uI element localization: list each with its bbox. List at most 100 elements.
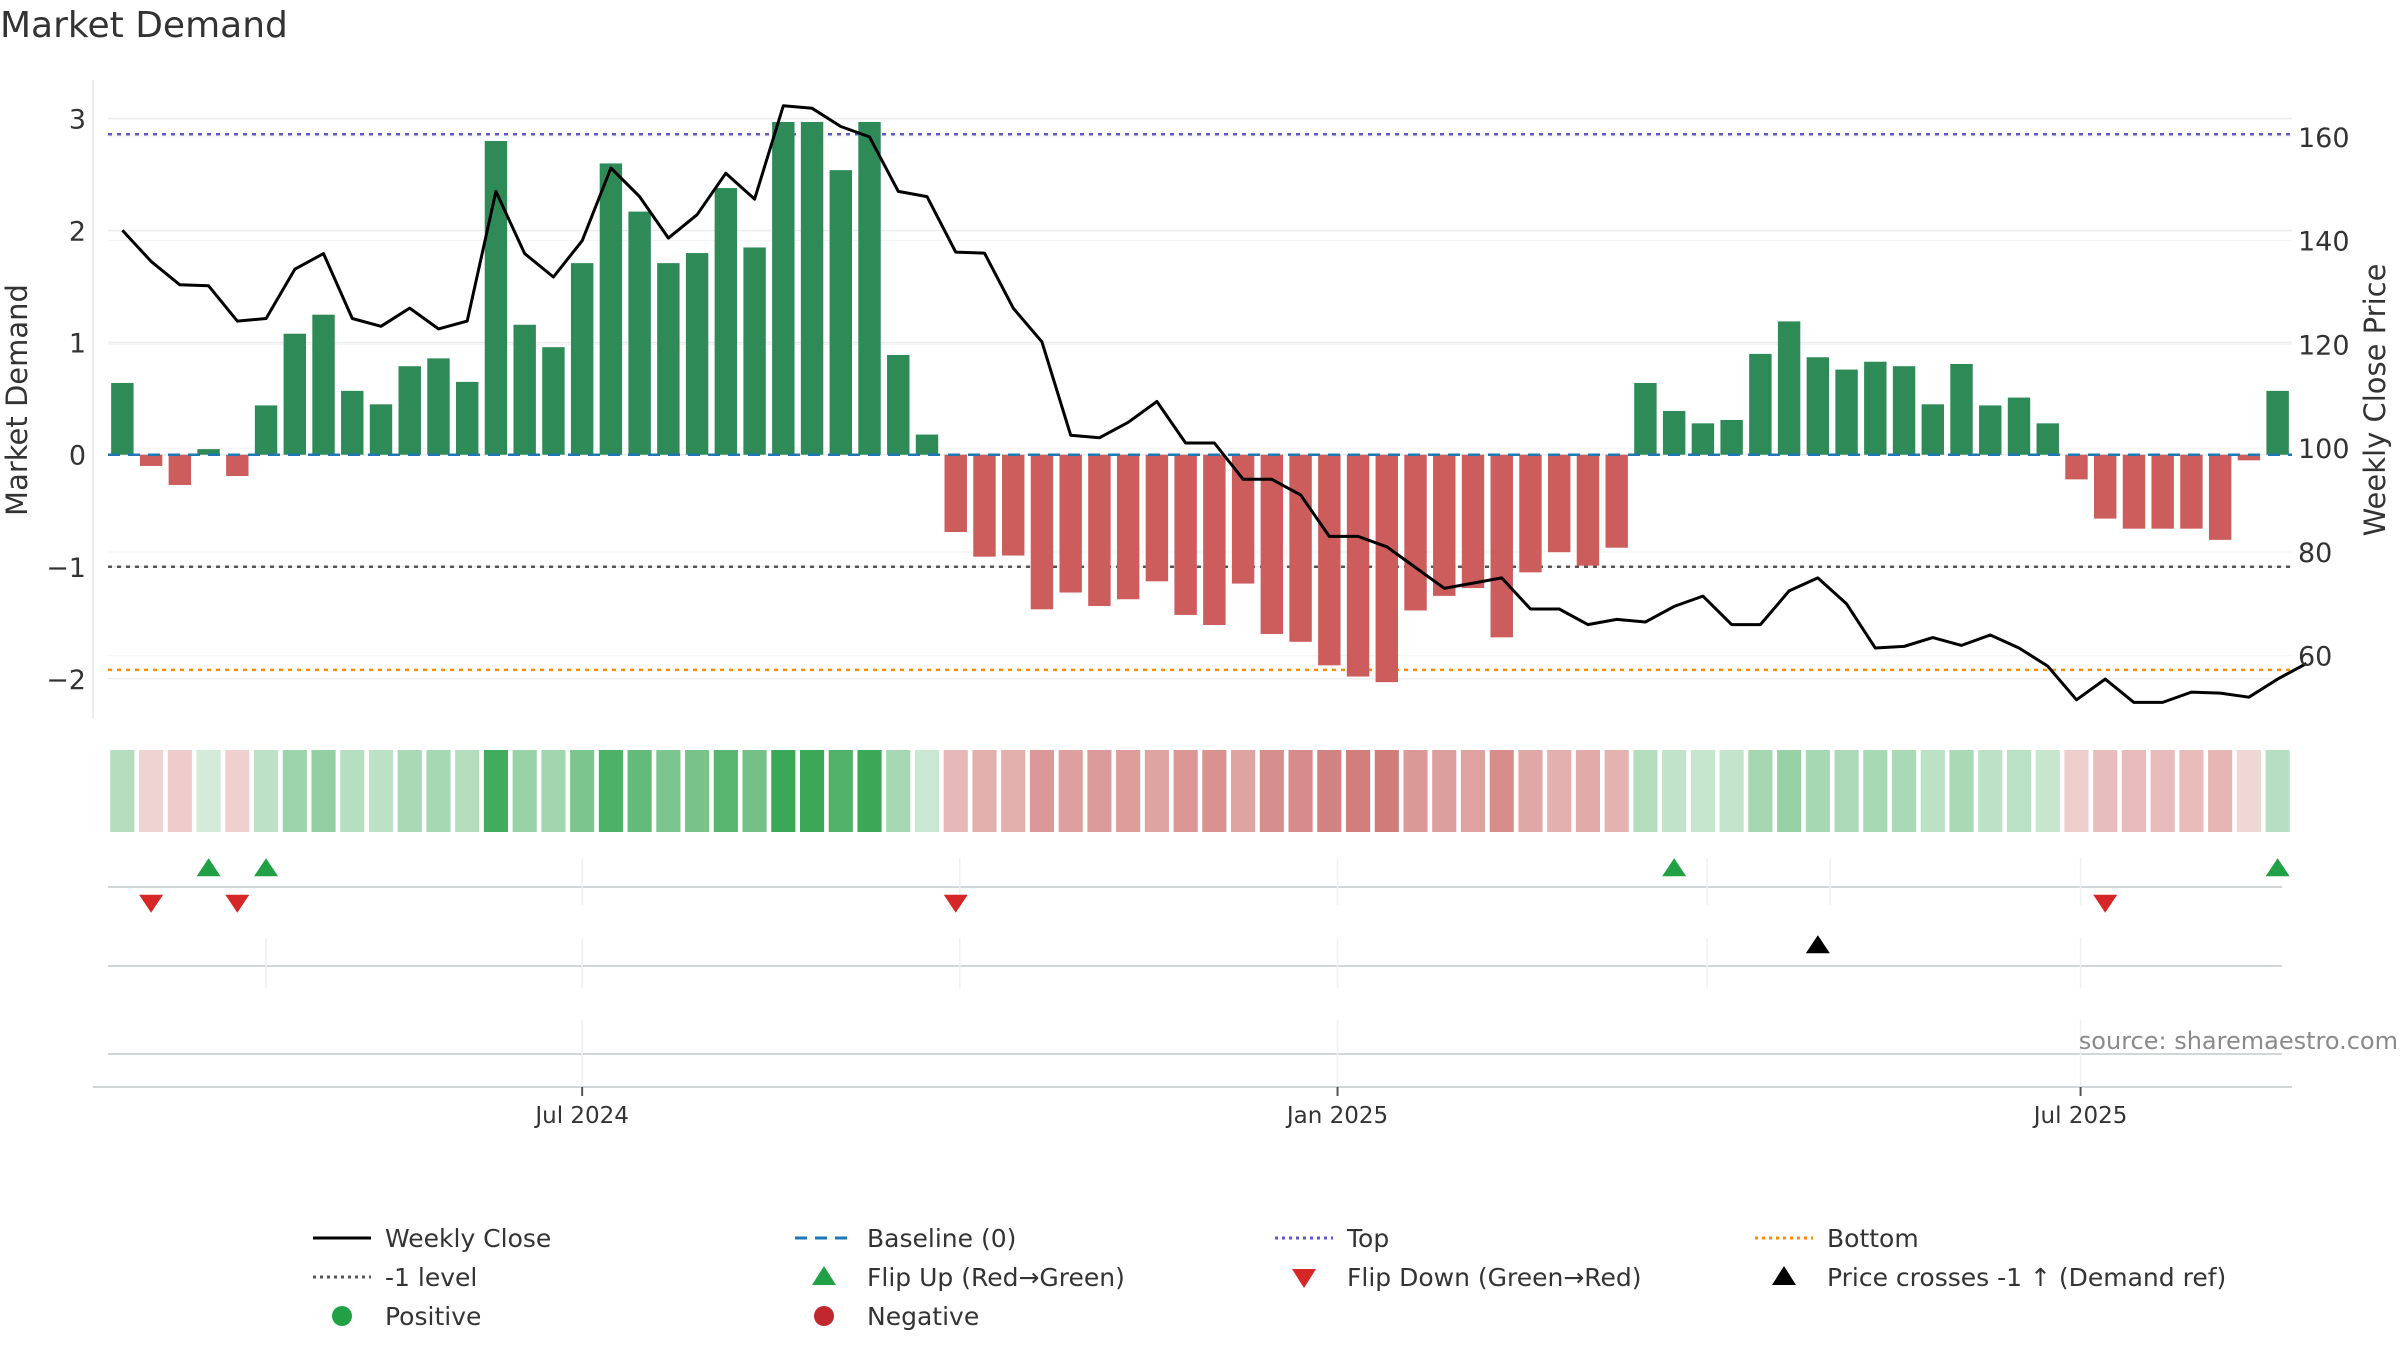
demand-bar <box>829 170 852 455</box>
legend-label: Price crosses -1 ↑ (Demand ref) <box>1827 1263 2226 1292</box>
demand-bar <box>915 434 939 455</box>
y2-tick-label: 100 <box>2298 434 2350 465</box>
demand-bar <box>2122 454 2146 529</box>
heat-cell <box>1518 750 1543 832</box>
demand-bar <box>1318 454 1341 666</box>
y2-tick-label: 160 <box>2298 123 2350 154</box>
y2-axis-label: Weekly Close Price <box>2358 264 2392 537</box>
demand-bar <box>1461 454 1485 589</box>
heat-cell <box>598 750 623 832</box>
demand-bar <box>973 454 996 557</box>
heat-cell <box>282 750 307 832</box>
demand-bar <box>1548 454 1571 553</box>
heat-cell <box>1547 750 1572 832</box>
heat-cell <box>1891 750 1917 832</box>
heat-cell <box>253 750 279 832</box>
heat-cell <box>2150 750 2175 832</box>
legend-item: Price crosses -1 ↑ (Demand ref) <box>1772 1263 2226 1292</box>
heat-cell <box>627 750 652 832</box>
heat-cell <box>340 750 365 832</box>
heat-cell <box>2179 750 2204 832</box>
demand-bar <box>944 454 967 533</box>
legend-item: Bottom <box>1755 1224 1919 1253</box>
y2-tick-label: 140 <box>2298 227 2350 258</box>
demand-bar <box>1892 366 1916 455</box>
heat-cell <box>713 750 738 832</box>
chart-title: Market Demand <box>0 5 288 46</box>
demand-bar <box>714 188 738 455</box>
demand-bar <box>1088 454 1111 606</box>
legend-swatch-dot <box>814 1306 834 1326</box>
heat-cell <box>1662 750 1687 832</box>
flip-down-marker <box>139 894 164 913</box>
heat-cell <box>771 750 796 832</box>
heat-cell <box>972 750 997 832</box>
heat-cell <box>1834 750 1859 832</box>
demand-bar <box>1806 357 1830 455</box>
demand-bar <box>657 263 680 455</box>
demand-bar <box>599 163 623 455</box>
heat-cell <box>196 750 221 832</box>
demand-bar <box>1720 419 1743 455</box>
demand-bar <box>1260 454 1284 634</box>
y2-tick-label: 60 <box>2298 642 2332 673</box>
heat-cell <box>1805 750 1830 832</box>
flip-up-marker <box>196 858 221 877</box>
heat-cell <box>914 750 940 832</box>
legend-label: Positive <box>385 1302 481 1331</box>
source-annotation: source: sharemaestro.com <box>2079 1027 2398 1055</box>
legend-label: -1 level <box>385 1263 477 1292</box>
demand-bar <box>685 253 709 455</box>
heat-cell <box>1029 750 1055 832</box>
legend-swatch-triangle <box>1772 1266 1796 1285</box>
flip-up-marker <box>254 858 279 877</box>
demand-bar <box>858 121 881 455</box>
flip-up-marker <box>1662 858 1687 877</box>
heat-cell <box>742 750 767 832</box>
demand-bar <box>1519 454 1542 573</box>
heat-cell <box>1001 750 1026 832</box>
heat-cell <box>1920 750 1945 832</box>
demand-bar <box>1433 454 1456 596</box>
heat-cell <box>1173 750 1198 832</box>
flip-down-marker <box>2093 894 2118 913</box>
legend-item: Flip Down (Green→Red) <box>1292 1263 1642 1292</box>
legend-label: Bottom <box>1827 1224 1919 1253</box>
demand-bar <box>1203 454 1226 626</box>
demand-bar <box>1777 321 1801 455</box>
heat-cell <box>2236 750 2261 832</box>
demand-bar <box>1030 454 1054 610</box>
heat-cell <box>1087 750 1112 832</box>
heat-cell <box>139 750 164 832</box>
demand-bar <box>1634 383 1657 455</box>
demand-bar <box>2036 423 2059 455</box>
demand-bar <box>800 121 824 455</box>
heat-cell <box>685 750 710 832</box>
demand-bar <box>484 141 508 455</box>
heat-cell <box>1633 750 1658 832</box>
heat-cell <box>110 750 135 832</box>
legend-label: Negative <box>867 1302 979 1331</box>
legend-label: Flip Up (Red→Green) <box>867 1263 1125 1292</box>
demand-bar <box>111 383 134 455</box>
legend-item: Flip Up (Red→Green) <box>812 1263 1125 1292</box>
weekly-close-line <box>121 104 2308 704</box>
demand-bar <box>168 454 192 485</box>
heat-cell <box>1604 750 1629 832</box>
heat-cell <box>943 750 968 832</box>
demand-bar <box>743 247 766 455</box>
demand-bar <box>1979 405 2002 455</box>
y-tick-label: 2 <box>69 217 86 248</box>
heat-cell <box>1432 750 1457 832</box>
demand-bar <box>369 404 393 455</box>
legend-label: Flip Down (Green→Red) <box>1347 1263 1642 1292</box>
demand-bar <box>341 390 364 455</box>
legend-label: Weekly Close <box>385 1224 551 1253</box>
heat-cell <box>1144 750 1169 832</box>
heat-cell <box>2093 750 2118 832</box>
flip-down-marker <box>225 894 250 913</box>
demand-bar <box>1404 454 1427 611</box>
heat-cell <box>311 750 336 832</box>
heat-cell <box>2265 750 2290 832</box>
legend-swatch-triangle <box>1292 1269 1316 1288</box>
